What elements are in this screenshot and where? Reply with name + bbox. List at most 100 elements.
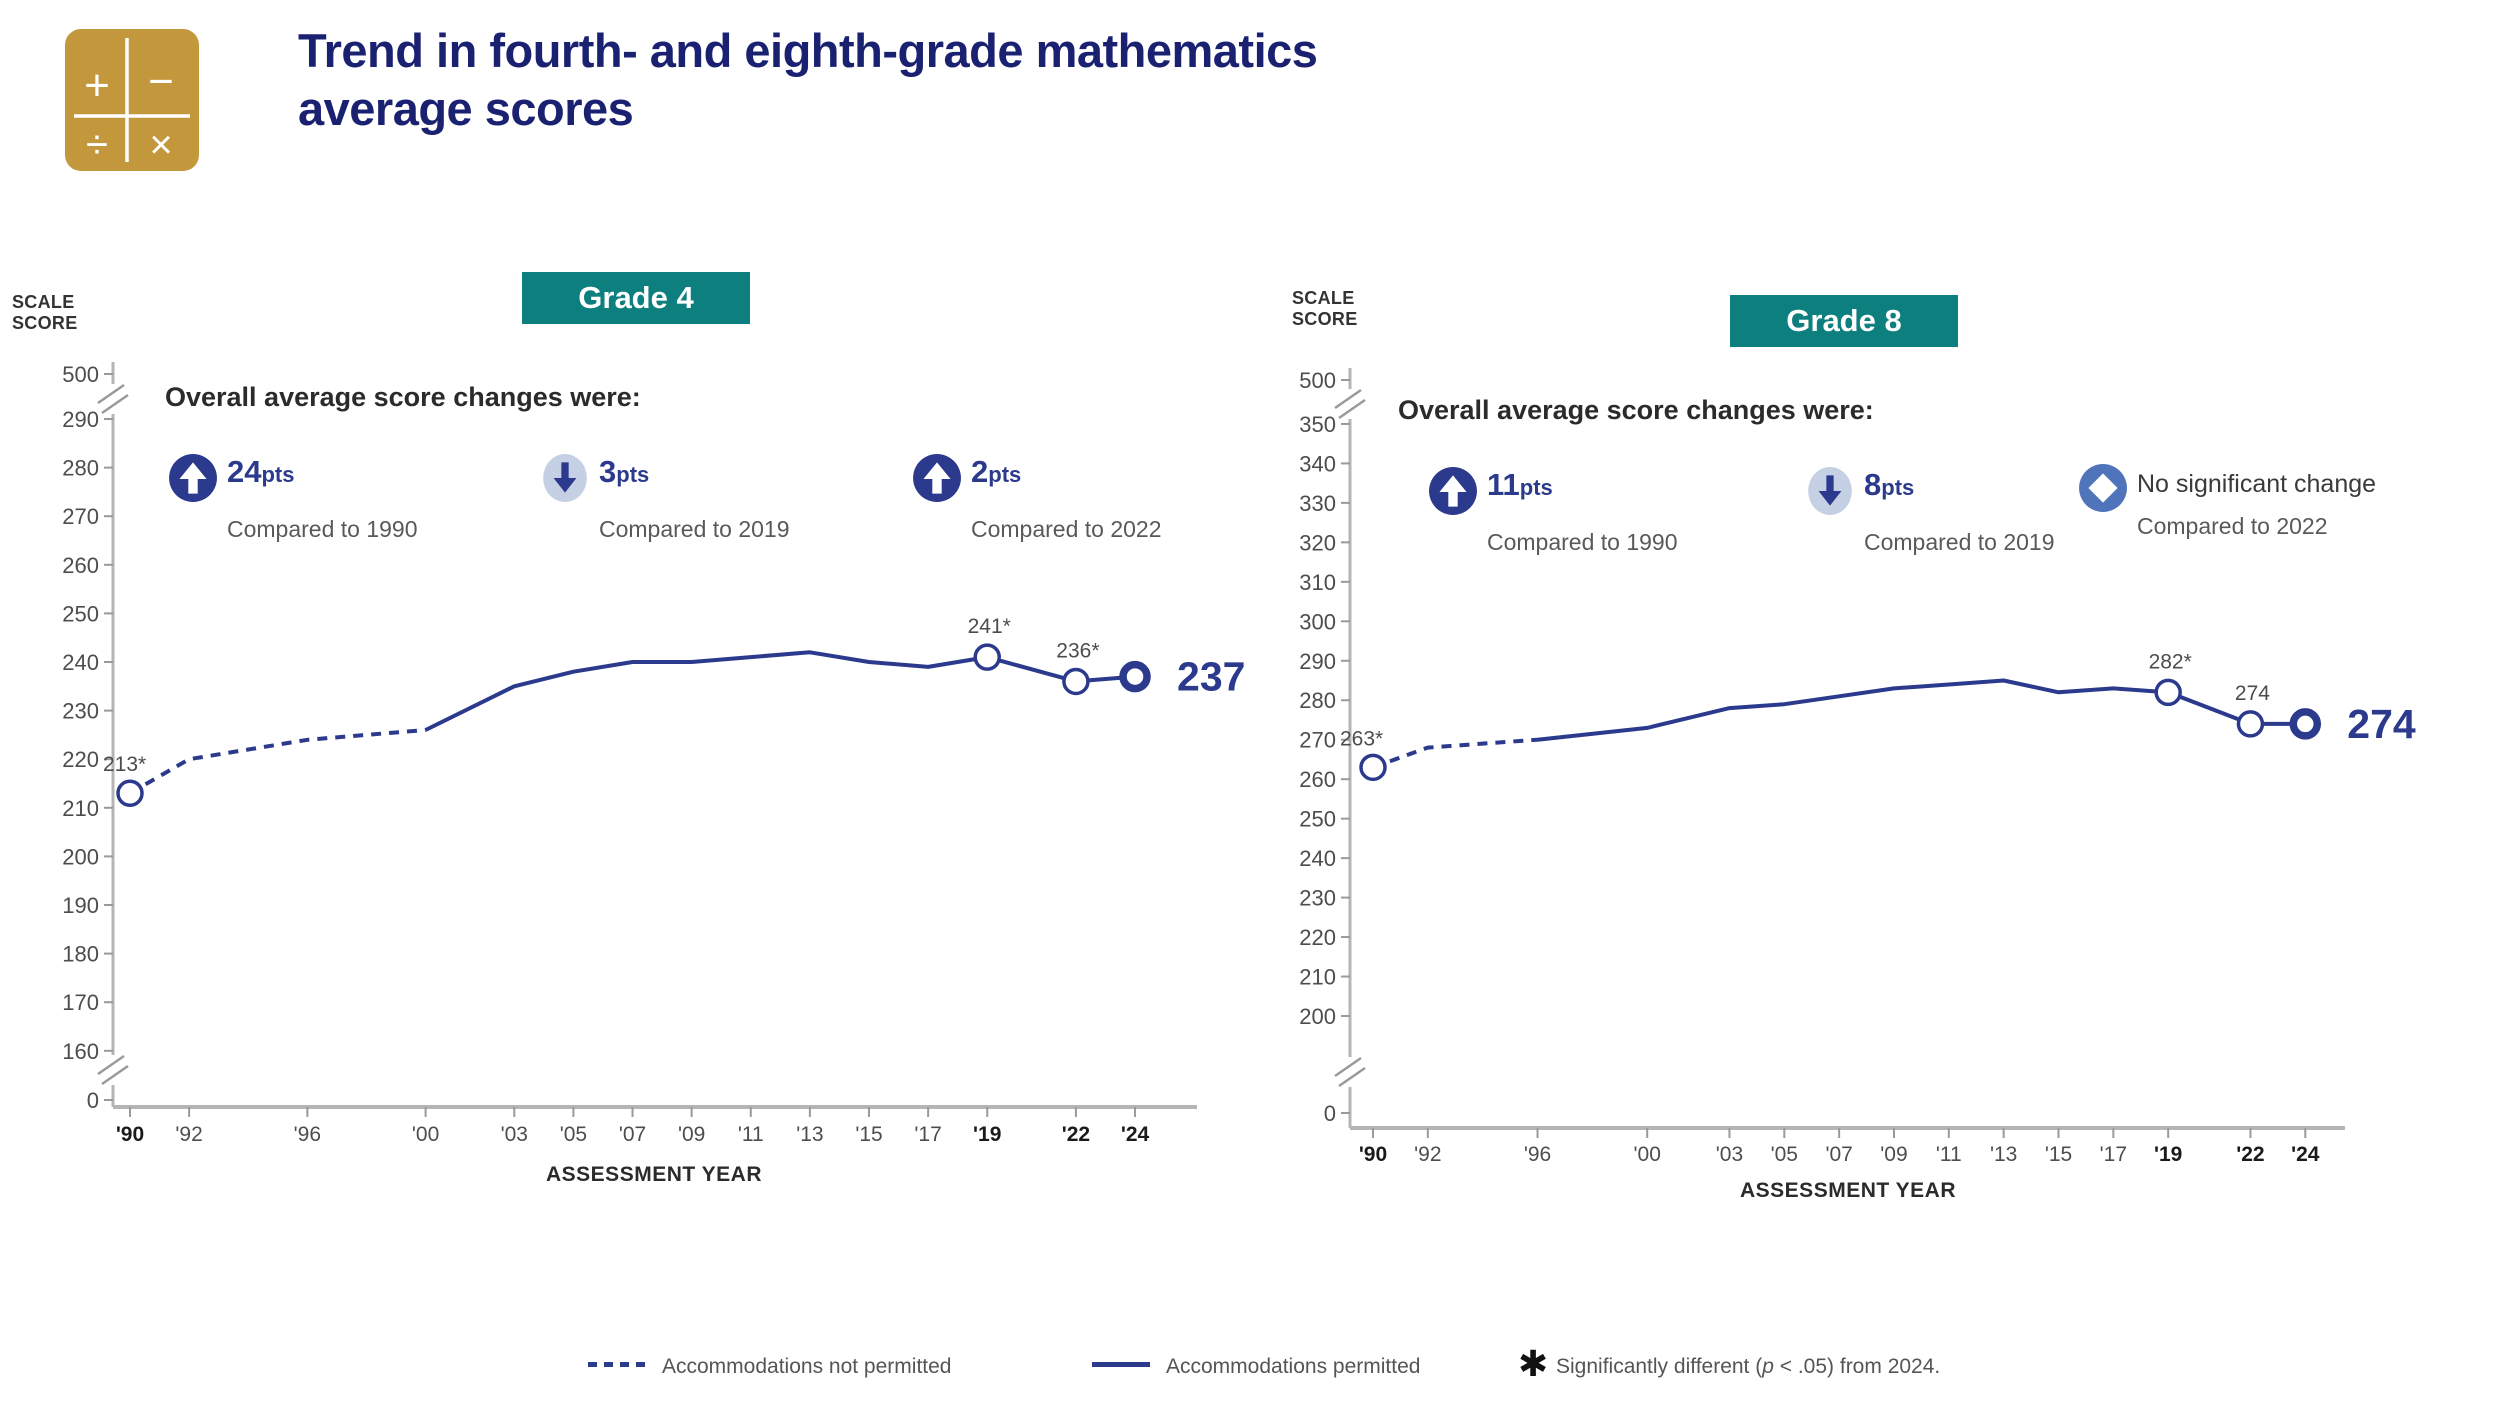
svg-text:210: 210 — [1299, 965, 1336, 990]
svg-text:340: 340 — [1299, 451, 1336, 476]
change-value: 24 — [227, 454, 262, 489]
svg-text:260: 260 — [1299, 767, 1336, 792]
svg-text:180: 180 — [62, 942, 99, 967]
svg-text:'90: '90 — [116, 1123, 144, 1146]
svg-text:250: 250 — [1299, 807, 1336, 832]
data-point-2019 — [973, 643, 1001, 671]
data-point-2024 — [2289, 708, 2322, 740]
svg-text:220: 220 — [1299, 925, 1336, 950]
svg-text:'22: '22 — [2236, 1143, 2264, 1166]
svg-text:241*: 241* — [968, 615, 1011, 638]
svg-text:'13: '13 — [1990, 1143, 2017, 1166]
svg-text:'15: '15 — [2045, 1143, 2072, 1166]
svg-text:'07: '07 — [1825, 1143, 1852, 1166]
svg-text:0: 0 — [87, 1088, 99, 1113]
svg-text:'09: '09 — [1880, 1143, 1907, 1166]
svg-text:350: 350 — [1299, 412, 1336, 437]
x-axis: '90 '92 '96 '00 '03 '05 '07 '09 '11 '13 '15 '17 '19 '… — [113, 1105, 1197, 1186]
svg-text:'24: '24 — [1121, 1123, 1150, 1146]
svg-text:240: 240 — [1299, 846, 1336, 871]
solid-line-sample — [1092, 1362, 1150, 1367]
y-axis: 500 350 340 330 320 310 300 290 280 270 260 250 240 2… — [1299, 368, 1366, 1128]
svg-text:'05: '05 — [560, 1123, 587, 1146]
g8-scale-score-label: SCALE SCORE — [1292, 288, 1358, 329]
svg-text:330: 330 — [1299, 491, 1336, 516]
svg-text:'09: '09 — [678, 1123, 705, 1146]
page-title-line1: Trend in fourth- and eighth-grade mathem… — [298, 24, 1318, 77]
svg-text:500: 500 — [1299, 368, 1336, 393]
minus-symbol: − — [148, 57, 174, 106]
svg-text:210: 210 — [62, 796, 99, 821]
svg-text:160: 160 — [62, 1039, 99, 1064]
svg-text:270: 270 — [62, 504, 99, 529]
svg-text:280: 280 — [62, 456, 99, 481]
up-arrow-icon — [912, 452, 962, 504]
svg-text:'05: '05 — [1771, 1143, 1798, 1166]
change-unit: pts — [616, 462, 650, 487]
svg-text:'24: '24 — [2291, 1143, 2320, 1166]
svg-text:'11: '11 — [1936, 1143, 1962, 1166]
svg-text:280: 280 — [1299, 688, 1336, 713]
svg-text:263*: 263* — [1340, 727, 1383, 750]
svg-text:300: 300 — [1299, 609, 1336, 634]
trend-line-solid — [1537, 678, 2306, 742]
change-unit: pts — [1519, 475, 1553, 500]
svg-text:310: 310 — [1299, 570, 1336, 595]
legend-significance-note: Significantly different (p < .05) from 2… — [1556, 1355, 1941, 1378]
y-axis: 500 290 280 270 260 250 240 230 220 210 200 190 180 1… — [62, 362, 129, 1113]
svg-text:'11: '11 — [738, 1123, 764, 1146]
change-caption: Compared to 2022 — [971, 516, 1162, 542]
up-arrow-icon — [168, 452, 218, 504]
svg-text:'17: '17 — [2100, 1143, 2127, 1166]
grade8-badge: Grade 8 — [1730, 295, 1958, 347]
svg-text:'03: '03 — [1716, 1143, 1743, 1166]
page-title-line2: average scores — [298, 82, 634, 135]
chart-grade-8: 500 350 340 330 320 310 300 290 280 270 260 250 240 2… — [1299, 368, 2416, 1202]
svg-text:274: 274 — [2235, 682, 2270, 705]
svg-text:'22: '22 — [1062, 1123, 1090, 1146]
legend-solid-label: Accommodations permitted — [1166, 1355, 1421, 1378]
no-change-diamond-icon — [2078, 462, 2128, 514]
svg-text:230: 230 — [62, 699, 99, 724]
svg-text:'03: '03 — [501, 1123, 528, 1146]
svg-text:'90: '90 — [1359, 1143, 1387, 1166]
svg-text:'13: '13 — [796, 1123, 823, 1146]
svg-text:0: 0 — [1324, 1101, 1336, 1126]
svg-text:213*: 213* — [103, 753, 146, 776]
change-value: 11 — [1487, 467, 1520, 502]
svg-text:'92: '92 — [1414, 1143, 1441, 1166]
data-point-2022 — [1062, 667, 1090, 696]
trend-line-dashed — [1372, 737, 1538, 770]
svg-text:'17: '17 — [914, 1123, 941, 1146]
change-caption: Compared to 2019 — [599, 516, 790, 542]
asterisk-icon: ✱ — [1518, 1343, 1549, 1384]
svg-text:'96: '96 — [1524, 1143, 1551, 1166]
svg-text:237: 237 — [1177, 654, 1245, 700]
svg-text:282*: 282* — [2149, 650, 2192, 673]
g4-changes-title: Overall average score changes were: — [165, 382, 641, 412]
svg-text:200: 200 — [62, 844, 99, 869]
svg-text:'15: '15 — [855, 1123, 882, 1146]
svg-text:190: 190 — [62, 893, 99, 918]
data-point-2024 — [1119, 660, 1151, 693]
data-point-2019 — [2154, 678, 2182, 707]
svg-text:ASSESSMENT YEAR: ASSESSMENT YEAR — [546, 1163, 762, 1186]
up-arrow-icon — [1428, 465, 1478, 517]
svg-text:274: 274 — [2347, 701, 2416, 747]
math-calculator-logo-icon: + − ÷ × — [65, 29, 199, 171]
change-value: 8 — [1864, 467, 1882, 502]
data-point-2022 — [2236, 710, 2265, 738]
multiply-symbol: × — [149, 123, 172, 167]
data-point-1990 — [116, 779, 144, 807]
svg-text:220: 220 — [62, 747, 99, 772]
svg-text:'07: '07 — [619, 1123, 646, 1146]
change-unit: pts — [261, 462, 295, 487]
svg-text:230: 230 — [1299, 886, 1336, 911]
svg-text:'00: '00 — [412, 1123, 439, 1146]
svg-text:170: 170 — [62, 990, 99, 1015]
svg-text:ASSESSMENT YEAR: ASSESSMENT YEAR — [1740, 1179, 1956, 1202]
svg-text:236*: 236* — [1056, 639, 1099, 662]
svg-text:'19: '19 — [2154, 1143, 2182, 1166]
change-unit: pts — [1881, 475, 1915, 500]
